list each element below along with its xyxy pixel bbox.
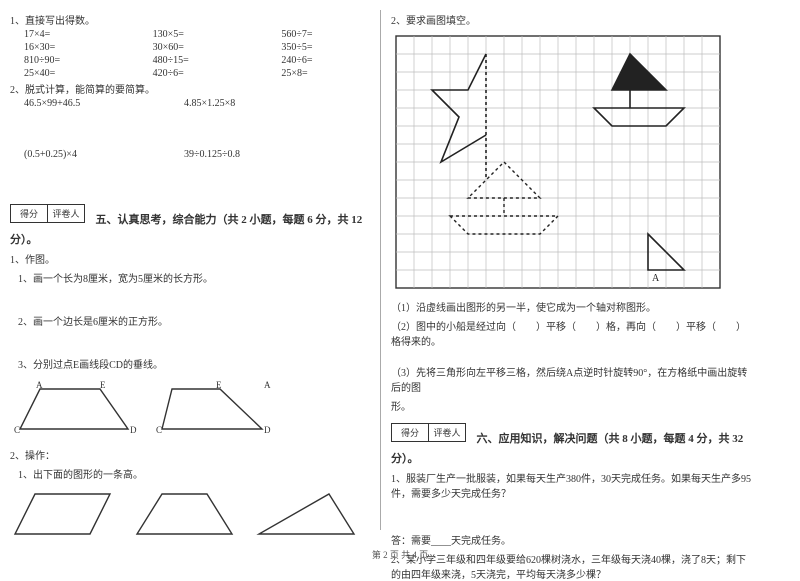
right-sub3: （3）先将三角形向左平移三格，然后绕A点逆时针旋转90°，在方格纸中画出旋转后的…	[391, 364, 751, 394]
q1-title: 1、直接写出得数。	[10, 12, 370, 27]
arith-cell: 25×8=	[281, 68, 370, 79]
trapezoid-shape	[132, 489, 242, 539]
label-e: E	[216, 380, 222, 390]
q2-title: 2、脱式计算，能简算的要简算。	[10, 81, 370, 96]
score-label: 得分	[11, 205, 48, 222]
trapezoid-1: A E C D	[10, 379, 140, 439]
op-s1: 1、出下面的图形的一条高。	[18, 466, 370, 481]
arith-cell: 560÷7=	[281, 29, 370, 40]
right-sub1: （1）沿虚线画出图形的另一半，使它成为一个轴对称图形。	[391, 299, 751, 314]
label-c: C	[156, 425, 162, 435]
arith-cell: 130×5=	[153, 29, 242, 40]
calc-cell: (0.5+0.25)×4	[24, 149, 144, 160]
score-table: 得分 评卷人	[391, 423, 466, 442]
label-c: C	[14, 425, 20, 435]
score-label: 得分	[392, 424, 429, 441]
grid-figure: A	[391, 31, 751, 293]
arith-cell: 480÷15=	[153, 55, 242, 66]
grader-label: 评卷人	[48, 205, 84, 222]
label-d: D	[264, 425, 271, 435]
triangle-shape	[254, 489, 364, 539]
calc-cell: 46.5×99+46.5	[24, 98, 144, 109]
draw-s3: 3、分别过点E画线段CD的垂线。	[18, 356, 370, 371]
label-d: D	[130, 425, 137, 435]
section5-title: 五、认真思考，综合能力（共 2 小题，每题 6 分，共 12	[96, 211, 363, 227]
problem-1: 1、服装厂生产一批服装，如果每天生产380件，30天完成任务。如果每天生产多95…	[391, 470, 751, 500]
op-q2: 2、操作：	[10, 447, 370, 462]
label-a: A	[264, 380, 271, 390]
label-a: A	[36, 380, 43, 390]
section6-tail: 分）。	[391, 450, 751, 466]
arith-cell: 420÷6=	[153, 68, 242, 79]
arith-cell: 17×4=	[24, 29, 113, 40]
arith-cell: 25×40=	[24, 68, 113, 79]
grader-label: 评卷人	[429, 424, 465, 441]
right-sub3b: 形。	[391, 398, 751, 413]
draw-q1: 1、作图。	[10, 251, 370, 266]
trapezoid-row: A E C D E A C D	[10, 379, 370, 439]
parallelogram-shape	[10, 489, 120, 539]
page-footer: 第 2 页 共 4 页	[0, 548, 800, 561]
draw-s2: 2、画一个边长是6厘米的正方形。	[18, 313, 370, 328]
arith-cell: 350÷5=	[281, 42, 370, 53]
arith-cell: 240÷6=	[281, 55, 370, 66]
arith-cell: 30×60=	[153, 42, 242, 53]
trapezoid-2: E A C D	[152, 379, 282, 439]
draw-s1: 1、画一个长为8厘米，宽为5厘米的长方形。	[18, 270, 370, 285]
section5-tail: 分）。	[10, 231, 370, 247]
height-shapes-row	[10, 489, 370, 539]
calc-cell: 4.85×1.25×8	[184, 98, 304, 109]
problem-1-answer: 答：需要____天完成任务。	[391, 532, 751, 547]
section6-title: 六、应用知识，解决问题（共 8 小题，每题 4 分，共 32	[477, 430, 744, 446]
score-table: 得分 评卷人	[10, 204, 85, 223]
arith-cell: 16×30=	[24, 42, 113, 53]
right-sub2: （2）图中的小船是经过向（ ）平移（ ）格，再向（ ）平移（ ）格得来的。	[391, 318, 751, 348]
label-a-grid: A	[652, 273, 660, 284]
right-q2-title: 2、要求画图填空。	[391, 12, 751, 27]
calc-cell: 39÷0.125÷0.8	[184, 149, 304, 160]
arith-cell: 810÷90=	[24, 55, 113, 66]
label-e: E	[100, 380, 106, 390]
